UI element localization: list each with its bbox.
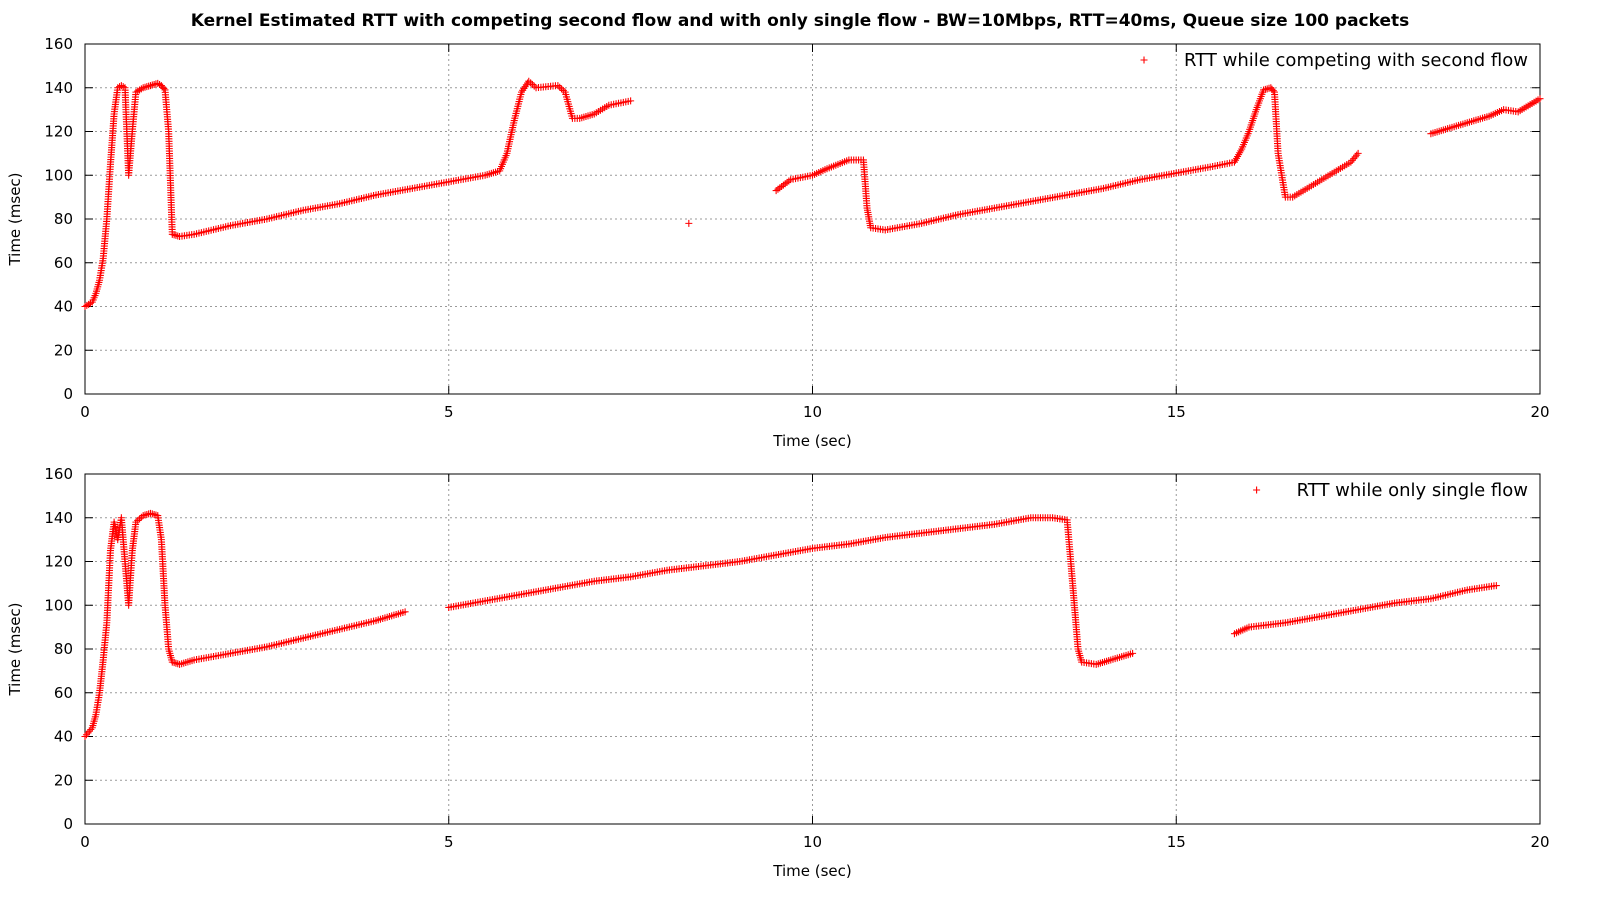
data-point — [1351, 153, 1359, 161]
y-axis-title: Time (msec) — [6, 602, 24, 696]
y-tick-label: 40 — [54, 298, 73, 316]
x-tick-label: 10 — [803, 403, 822, 421]
data-point — [1354, 149, 1362, 157]
plot-panel-2: 0 5 10 15 20 0 20 40 60 80 100 120 140 160 Time (sec) T… — [6, 465, 1550, 880]
data-point — [1129, 649, 1137, 657]
y-tick-label: 80 — [54, 640, 73, 658]
x-tick-label: 20 — [1530, 833, 1549, 851]
data-point — [1348, 156, 1356, 164]
y-tick-label: 0 — [63, 385, 73, 403]
x-tick-label: 15 — [1167, 403, 1186, 421]
data-point — [84, 729, 92, 737]
x-tick-label: 20 — [1530, 403, 1549, 421]
y-tick-label: 20 — [54, 341, 73, 359]
y-tick-label: 60 — [54, 684, 73, 702]
x-tick-label: 5 — [444, 403, 454, 421]
data-point — [528, 80, 536, 88]
y-tick-label: 100 — [44, 166, 73, 184]
data-point — [627, 97, 635, 105]
x-tick-label: 15 — [1167, 833, 1186, 851]
x-axis-title: Time (sec) — [772, 862, 851, 880]
y-tick-label: 120 — [44, 553, 73, 571]
legend: RTT while only single flow — [1253, 480, 1528, 501]
data-point — [85, 727, 93, 735]
data-point — [1350, 155, 1358, 163]
data-point — [401, 608, 409, 616]
y-tick-label: 20 — [54, 771, 73, 789]
data-point — [81, 733, 89, 740]
y-axis-title: Time (msec) — [6, 172, 24, 266]
data-point — [160, 84, 168, 92]
legend-label: RTT while only single flow — [1297, 480, 1528, 501]
y-tick-label: 100 — [44, 596, 73, 614]
y-tick-label: 120 — [44, 123, 73, 141]
data-point — [1536, 95, 1544, 103]
data-point — [530, 82, 538, 90]
data-point — [82, 731, 90, 739]
chart-title: Kernel Estimated RTT with competing seco… — [191, 11, 1410, 31]
y-tick-label: 160 — [44, 465, 73, 483]
series-points — [81, 509, 1500, 740]
data-point — [1353, 151, 1361, 159]
y-tick-label: 80 — [54, 210, 73, 228]
x-tick-label: 0 — [80, 403, 90, 421]
y-tick-label: 160 — [44, 35, 73, 53]
series-points — [81, 77, 1544, 310]
data-point — [1347, 158, 1355, 166]
x-tick-label: 10 — [803, 833, 822, 851]
x-tick-label: 5 — [444, 833, 454, 851]
y-tick-label: 140 — [44, 79, 73, 97]
data-point — [1269, 87, 1277, 95]
y-tick-label: 140 — [44, 509, 73, 527]
data-point — [136, 515, 144, 523]
legend-marker — [1253, 486, 1261, 494]
y-tick-label: 0 — [63, 815, 73, 833]
y-tick-label: 40 — [54, 728, 73, 746]
legend-marker — [1140, 56, 1148, 64]
plot-panel-1: 0 5 10 15 20 0 20 40 60 80 100 120 140 160 Time (sec) T… — [6, 35, 1550, 450]
data-point — [558, 85, 566, 93]
legend-label: RTT while competing with second flow — [1184, 50, 1528, 71]
data-point — [556, 83, 564, 91]
legend: RTT while competing with second flow — [1140, 50, 1528, 71]
data-point — [87, 726, 95, 733]
x-tick-label: 0 — [80, 833, 90, 851]
data-point — [1492, 582, 1500, 590]
x-axis-title: Time (sec) — [772, 432, 851, 450]
data-point — [685, 219, 693, 227]
y-tick-label: 60 — [54, 254, 73, 272]
